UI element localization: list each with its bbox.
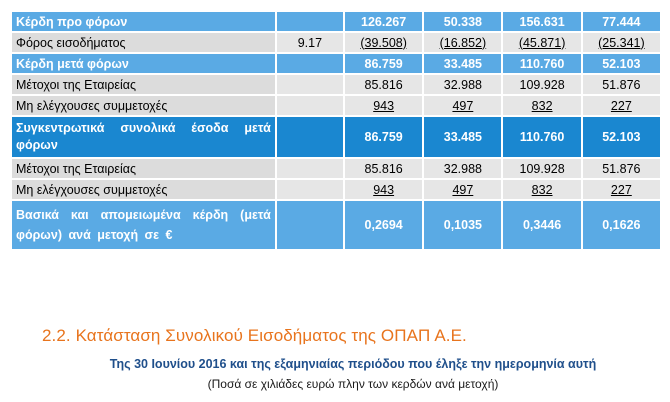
row-note [276, 159, 346, 180]
row-value: 0,1626 [582, 201, 662, 251]
table-row: Μέτοχοι της Εταιρείας 85.816 32.988 109.… [12, 75, 662, 96]
row-value: (39.508) [345, 33, 425, 54]
row-value: (45.871) [503, 33, 583, 54]
row-value: 832 [503, 180, 583, 201]
underlined-value: 497 [452, 98, 474, 113]
underlined-value: 943 [373, 98, 395, 113]
table-row: Κέρδη προ φόρων 126.267 50.338 156.631 7… [12, 12, 662, 33]
row-value: (16.852) [424, 33, 504, 54]
row-value: 110.760 [503, 117, 583, 159]
row-value: 50.338 [424, 12, 504, 33]
row-value: 110.760 [503, 54, 583, 75]
underlined-value: (16.852) [439, 35, 487, 50]
row-label: Μη ελέγχουσες συμμετοχές [12, 96, 277, 117]
row-label: Μέτοχοι της Εταιρείας [12, 159, 277, 180]
row-label: Μη ελέγχουσες συμμετοχές [12, 180, 277, 201]
row-value: 0,3446 [503, 201, 583, 251]
row-note [276, 54, 346, 75]
row-value: 109.928 [503, 159, 583, 180]
row-value: 51.876 [582, 75, 662, 96]
underlined-value: 497 [452, 182, 474, 197]
row-value: 497 [424, 180, 504, 201]
row-value: 86.759 [345, 54, 425, 75]
underlined-value: 832 [531, 182, 553, 197]
row-value: 0,1035 [424, 201, 504, 251]
section-subtitle: Της 30 Ιουνίου 2016 και της εξαμηνιαίας … [109, 357, 597, 371]
row-value: 0,2694 [345, 201, 425, 251]
row-note [276, 201, 346, 251]
underlined-value: 227 [610, 182, 632, 197]
row-label: Μέτοχοι της Εταιρείας [12, 75, 277, 96]
row-value: 51.876 [582, 159, 662, 180]
row-value: 126.267 [345, 12, 425, 33]
underlined-value: 943 [373, 182, 395, 197]
row-value: 227 [582, 96, 662, 117]
row-label: Κέρδη προ φόρων [12, 12, 277, 33]
table-row: Φόρος εισοδήματος 9.17 (39.508) (16.852)… [12, 33, 662, 54]
underlined-value: (25.341) [598, 35, 645, 50]
row-value: 943 [345, 96, 425, 117]
row-label: Κέρδη μετά φόρων [12, 54, 277, 75]
row-value: 86.759 [345, 117, 425, 159]
table-row: Μη ελέγχουσες συμμετοχές 943 497 832 227 [12, 96, 662, 117]
row-note [276, 180, 346, 201]
row-label: Φόρος εισοδήματος [12, 33, 277, 54]
row-value: 943 [345, 180, 425, 201]
underlined-value: 832 [531, 98, 553, 113]
row-note [276, 12, 346, 33]
row-note [276, 96, 346, 117]
income-statement-table: Κέρδη προ φόρων 126.267 50.338 156.631 7… [12, 12, 662, 251]
row-value: 156.631 [503, 12, 583, 33]
row-note [276, 75, 346, 96]
row-value: 77.444 [582, 12, 662, 33]
row-value: 52.103 [582, 54, 662, 75]
underlined-value: 227 [610, 98, 632, 113]
row-label: Βασικά και απομειωμένα κέρδη (μετά φόρων… [12, 201, 277, 251]
underlined-value: (45.871) [518, 35, 566, 50]
row-note [276, 117, 346, 159]
row-value: 32.988 [424, 159, 504, 180]
row-note: 9.17 [276, 33, 346, 54]
row-value: 32.988 [424, 75, 504, 96]
row-value: 109.928 [503, 75, 583, 96]
row-value: 85.816 [345, 75, 425, 96]
row-value: 832 [503, 96, 583, 117]
row-value: (25.341) [582, 33, 662, 54]
row-value: 497 [424, 96, 504, 117]
row-value: 52.103 [582, 117, 662, 159]
row-value: 33.485 [424, 117, 504, 159]
row-value: 33.485 [424, 54, 504, 75]
table-row: Κέρδη μετά φόρων 86.759 33.485 110.760 5… [12, 54, 662, 75]
amounts-note: (Ποσά σε χιλιάδες ευρώ πλην των κερδών α… [207, 377, 499, 391]
table-row: Μέτοχοι της Εταιρείας 85.816 32.988 109.… [12, 159, 662, 180]
row-label: Συγκεντρωτικά συνολικά έσοδα μετά φόρων [12, 117, 277, 159]
table-row: Βασικά και απομειωμένα κέρδη (μετά φόρων… [12, 201, 662, 251]
row-value: 85.816 [345, 159, 425, 180]
section-title: 2.2. Κατάσταση Συνολικού Εισοδήματος της… [42, 326, 467, 345]
row-value: 227 [582, 180, 662, 201]
underlined-value: (39.508) [360, 35, 407, 50]
table-row: Συγκεντρωτικά συνολικά έσοδα μετά φόρων … [12, 117, 662, 159]
table-row: Μη ελέγχουσες συμμετοχές 943 497 832 227 [12, 180, 662, 201]
